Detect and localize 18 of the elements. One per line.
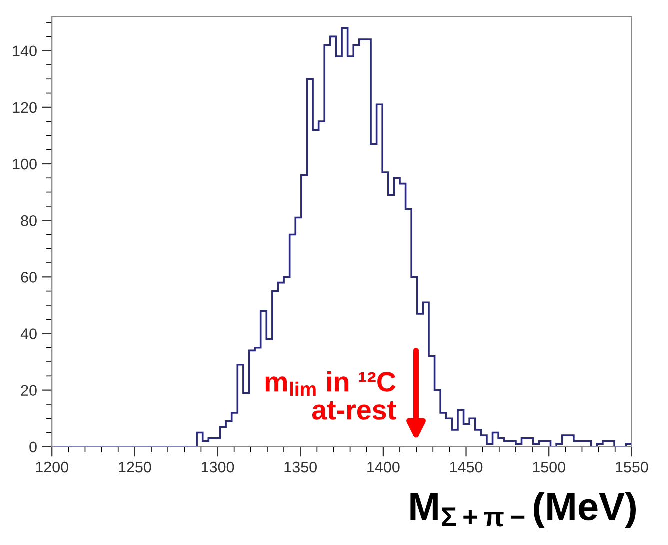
y-tick-label: 140: [13, 46, 37, 57]
y-tick-label: 40: [20, 328, 37, 340]
y-tick-label: 0: [30, 442, 37, 453]
y-tick-label: 120: [13, 102, 37, 114]
x-tick-label: 1350: [284, 462, 317, 473]
x-tick-label: 1550: [616, 462, 648, 473]
x-tick-label: 1500: [533, 462, 566, 473]
x-axis-title: M$_{Σ+π−}$(MeV): [410, 492, 636, 528]
annotation: m$_{lim}$ in ¹²C at-rest: [266, 371, 396, 420]
x-tick-label: 1400: [368, 462, 400, 473]
y-tick-label: 60: [21, 272, 37, 283]
y-tick-label: 80: [21, 215, 37, 226]
x-tick-label: 1300: [202, 462, 234, 473]
y-tick-label: 100: [13, 158, 37, 170]
x-tick-label: 1250: [119, 462, 152, 473]
y-tick-label: 20: [21, 385, 37, 396]
x-tick-label: 1200: [36, 462, 68, 473]
x-tick-label: 1450: [450, 462, 483, 473]
